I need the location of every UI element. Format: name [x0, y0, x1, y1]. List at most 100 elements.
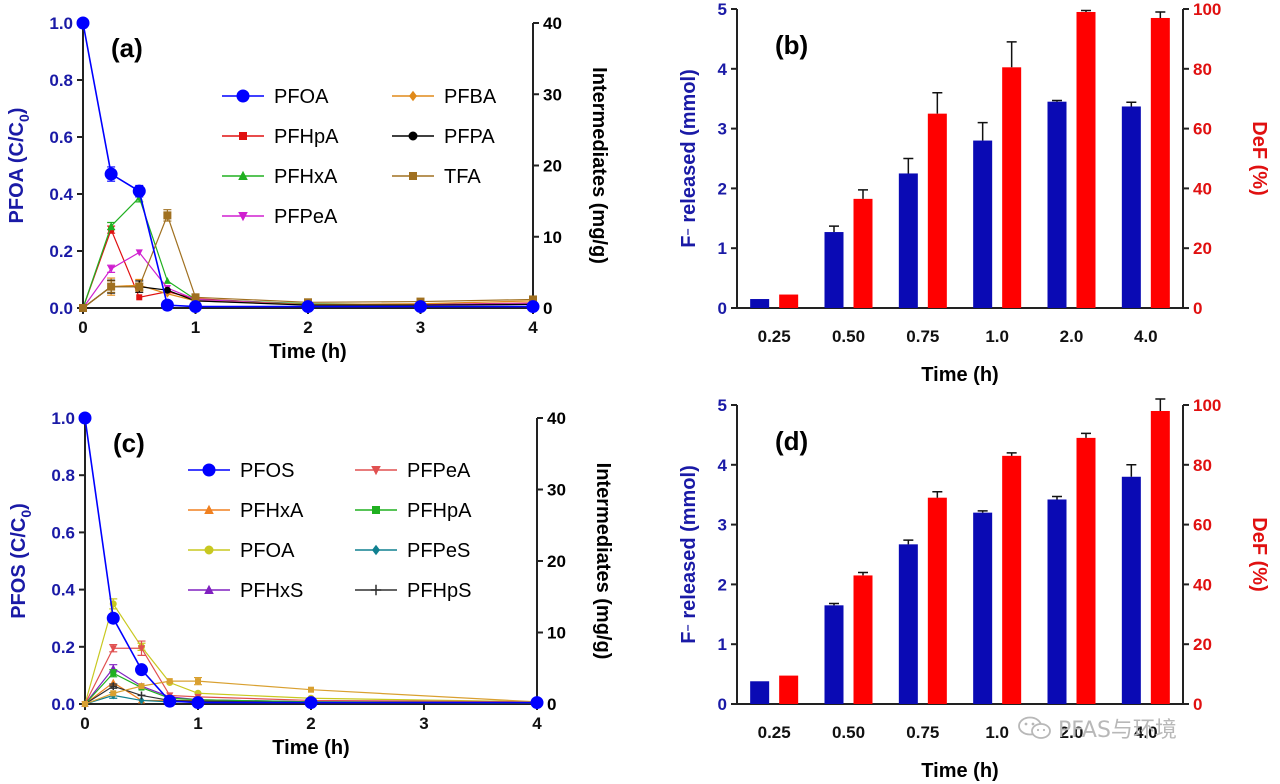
data-point [195, 678, 201, 685]
data-point [137, 691, 146, 700]
y-tick-label-right: 20 [547, 552, 566, 571]
error-bar [903, 157, 914, 174]
legend: PFOA PFBA PFHpA PFPA PFHxA TFA PFPeA [222, 86, 497, 228]
legend-marker [239, 132, 247, 140]
legend-marker [371, 466, 381, 476]
data-point [76, 16, 90, 30]
series-line [82, 227, 534, 309]
x-tick-label: 4 [528, 318, 538, 337]
legend-label: PFPeA [274, 206, 338, 228]
series-pfhpa [80, 225, 536, 311]
data-point [138, 683, 145, 690]
y-tick-label-left: 0.6 [51, 523, 75, 542]
legend-marker [372, 506, 380, 514]
x-tick-label: 3 [416, 318, 425, 337]
x-axis-title: Time (h) [921, 760, 998, 782]
data-point [82, 701, 88, 707]
x-tick-label: 0.50 [832, 723, 865, 742]
series-f-released [750, 464, 1141, 704]
y-tick-label-left: 4 [718, 456, 728, 475]
legend-label: PFHxA [274, 166, 338, 188]
error-bar [1126, 464, 1137, 477]
x-tick-label: 0 [80, 714, 89, 733]
data-point [135, 663, 148, 677]
legend-marker [238, 170, 248, 180]
y-tick-label-right: 20 [543, 157, 562, 176]
legend-marker [372, 544, 380, 556]
y-tick-label-right: 60 [1193, 516, 1212, 535]
bar [853, 198, 873, 308]
x-tick-label: 1.0 [985, 723, 1009, 742]
bar [779, 294, 799, 308]
error-bar [1081, 9, 1091, 12]
y-tick-label-right: 0 [1193, 695, 1202, 714]
y-axis-title-left: PFOS (C/C0) [8, 503, 34, 619]
error-bar [829, 225, 839, 233]
error-bar [829, 602, 839, 606]
data-point [529, 295, 537, 304]
series-pfos [78, 411, 544, 710]
data-point [136, 294, 143, 301]
legend-marker [409, 90, 417, 102]
bar [927, 113, 947, 309]
legend-label: PFBA [444, 86, 497, 108]
legend-label: PFOA [274, 86, 329, 108]
bar [973, 140, 993, 308]
panel-label: (a) [111, 33, 143, 63]
legend-label: PFPA [444, 126, 495, 148]
y-tick-label-left: 0.2 [49, 242, 73, 261]
bar [898, 173, 918, 308]
legend-marker [204, 584, 214, 594]
data-point [163, 211, 172, 220]
data-point [135, 282, 144, 291]
y-tick-label-right: 30 [547, 481, 566, 500]
watermark: PFAS与环境 [1018, 712, 1248, 744]
legend-label: PFHpS [407, 580, 471, 602]
y-tick-label-left: 0.2 [51, 638, 75, 657]
x-axis-title: Time (h) [272, 737, 349, 759]
x-tick-label: 0.75 [906, 723, 939, 742]
data-point [138, 696, 145, 705]
data-point [163, 286, 171, 294]
bar [824, 232, 844, 308]
y-tick-label-right: 40 [547, 409, 566, 428]
data-point [137, 645, 146, 653]
bar [973, 512, 993, 704]
y-axis-title-right: DeF (%) [1248, 517, 1270, 591]
error-bar [858, 189, 868, 199]
legend-label: PFPeS [407, 540, 470, 562]
y-tick-label-right: 40 [1193, 179, 1212, 198]
series-def [779, 398, 1170, 704]
y-tick-label-left: 0 [718, 299, 727, 318]
x-tick-label: 1 [191, 318, 200, 337]
y-tick-label-right: 10 [547, 624, 566, 643]
data-point [107, 282, 116, 291]
panel-a: 0.0 0.2 0.4 0.6 0.8 1.0 0 10 20 30 40 0 1 2 3 4 (a) Time … [6, 14, 610, 363]
error-bar [858, 571, 868, 576]
bar [779, 675, 799, 704]
error-bar [1081, 432, 1091, 438]
bar [853, 575, 873, 704]
y-tick-label-right: 40 [1193, 575, 1212, 594]
error-bar [1052, 99, 1062, 102]
y-tick-label-right: 0 [1193, 299, 1202, 318]
legend-label: PFOA [240, 540, 295, 562]
data-point [163, 694, 177, 708]
y-tick-label-right: 80 [1193, 60, 1212, 79]
data-point [79, 304, 87, 312]
series-def [779, 9, 1170, 309]
error-bar [1006, 41, 1017, 68]
legend-marker [204, 545, 214, 555]
y-axis-title-left: F⁻ released (mmol) [678, 465, 700, 644]
error-bar [932, 91, 943, 114]
x-axis-title: Time (h) [269, 341, 346, 363]
y-tick-label-right: 60 [1193, 120, 1212, 139]
y-tick-label-right: 100 [1193, 0, 1221, 19]
x-tick-label: 2.0 [1060, 723, 1084, 742]
legend-marker [236, 89, 250, 103]
panel-b: 0 1 2 3 4 5 0 20 40 60 80 100 0.25 0.50 0.75 1.0 2.0 4.0 (… [678, 0, 1270, 386]
x-tick-label: 2.0 [1060, 327, 1084, 346]
series-line [82, 213, 534, 309]
legend: PFOS PFPeA PFHxA PFHpA PFOA PFPeS PFHxS PFHpS [188, 460, 472, 602]
